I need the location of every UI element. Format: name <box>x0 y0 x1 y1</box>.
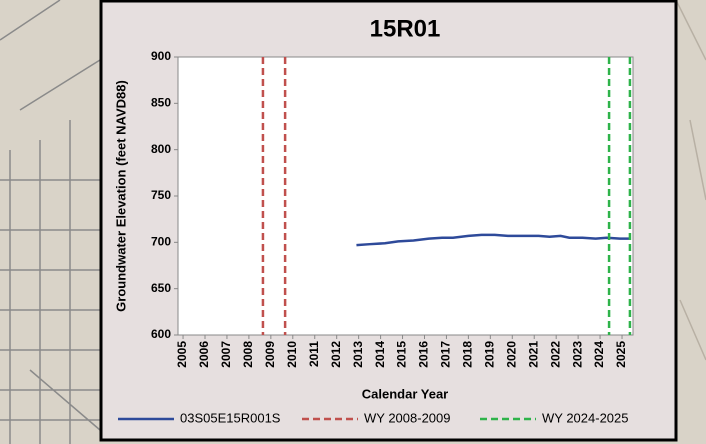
x-tick-label: 2016 <box>417 341 431 368</box>
x-tick-label: 2021 <box>526 341 540 368</box>
x-tick-label: 2022 <box>548 341 562 368</box>
x-tick-label: 2007 <box>219 341 233 368</box>
x-tick-label: 2005 <box>175 341 189 368</box>
x-tick-label: 2006 <box>197 341 211 368</box>
x-tick-label: 2014 <box>373 341 387 368</box>
x-tick-label: 2015 <box>395 341 409 368</box>
y-tick-label: 600 <box>151 327 171 341</box>
chart-title: 15R01 <box>370 15 441 42</box>
y-tick-label: 800 <box>151 142 171 156</box>
y-axis-label: Groundwater Elevation (feet NAVD88) <box>113 80 128 312</box>
legend-label: WY 2008-2009 <box>364 410 451 425</box>
x-tick-label: 2018 <box>461 341 475 368</box>
x-tick-label: 2020 <box>504 341 518 368</box>
y-tick-label: 750 <box>151 188 171 202</box>
x-tick-label: 2009 <box>263 341 277 368</box>
map-roads <box>0 0 101 444</box>
x-tick-label: 2024 <box>592 341 606 368</box>
x-tick-label: 2011 <box>307 341 321 367</box>
x-tick-label: 2008 <box>241 341 255 368</box>
map-terrain <box>675 0 706 361</box>
legend-label: WY 2024-2025 <box>542 410 629 425</box>
x-tick-label: 2013 <box>351 341 365 368</box>
plot-area <box>177 56 634 336</box>
x-tick-label: 2010 <box>285 341 299 368</box>
legend-label: 03S05E15R001S <box>180 410 281 425</box>
x-tick-label: 2017 <box>439 341 453 368</box>
x-tick-label: 2023 <box>570 341 584 368</box>
x-tick-label: 2019 <box>483 341 497 368</box>
x-tick-label: 2025 <box>614 341 628 368</box>
y-tick-label: 700 <box>151 235 171 249</box>
y-tick-label: 900 <box>151 49 171 63</box>
y-tick-label: 850 <box>151 96 171 110</box>
x-tick-label: 2012 <box>329 341 343 368</box>
y-tick-label: 650 <box>151 281 171 295</box>
data-line <box>356 233 631 247</box>
x-axis-label: Calendar Year <box>362 386 448 401</box>
